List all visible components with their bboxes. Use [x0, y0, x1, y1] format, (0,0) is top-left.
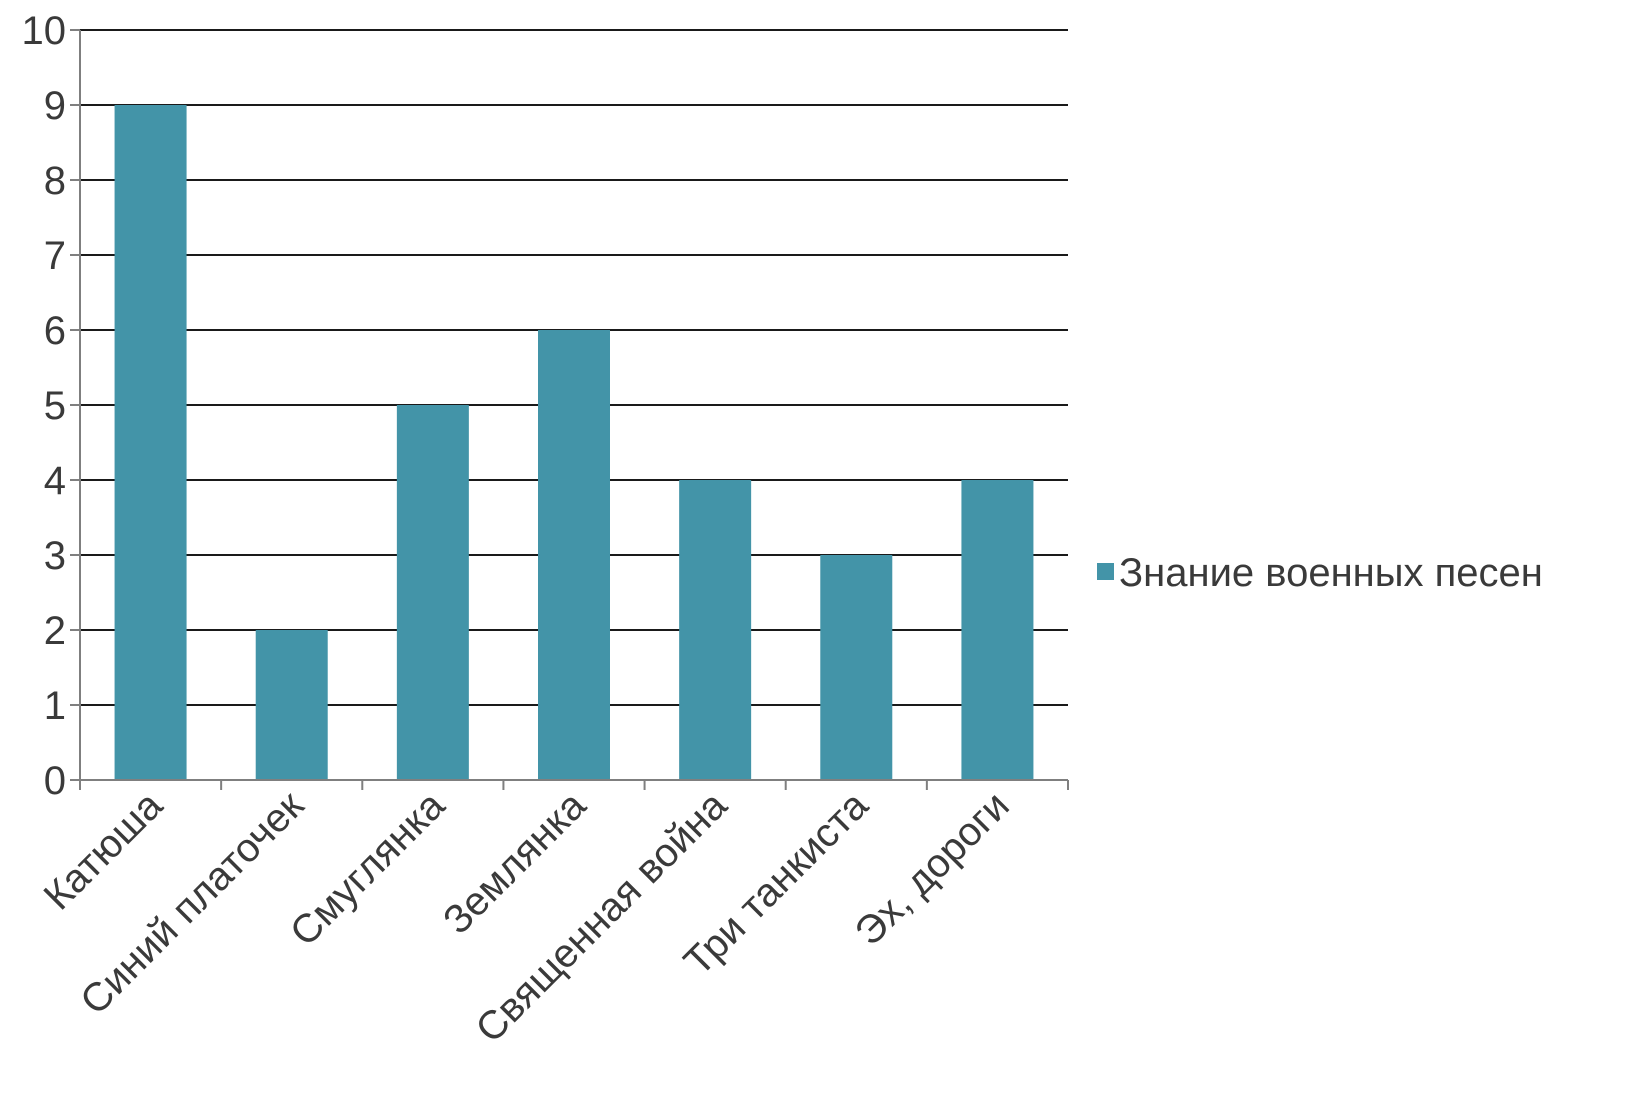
bar	[679, 480, 752, 780]
bar	[820, 555, 893, 780]
y-tick-label: 0	[44, 759, 66, 803]
x-tick-label: Священная война	[468, 783, 737, 1052]
y-tick-label: 5	[44, 384, 66, 428]
bar	[255, 630, 328, 780]
bar	[396, 405, 469, 780]
x-tick-label: Катюша	[36, 783, 172, 919]
y-tick-label: 2	[44, 609, 66, 653]
y-tick-label: 6	[44, 309, 66, 353]
axes	[70, 29, 1069, 790]
y-tick-label: 8	[44, 159, 66, 203]
bars	[114, 105, 1034, 780]
bar	[961, 480, 1034, 780]
x-tick-label: Смуглянка	[282, 783, 454, 955]
bar	[538, 330, 610, 780]
y-tick-label: 3	[44, 534, 66, 578]
legend-label: Знание военных песен	[1119, 551, 1543, 595]
legend: Знание военных песен	[1097, 551, 1543, 595]
y-tick-label: 10	[22, 9, 67, 53]
y-tick-label: 4	[44, 459, 66, 503]
bar	[114, 105, 187, 780]
y-tick-label: 9	[44, 84, 66, 128]
y-tick-labels: 0 1 2 3 4 5 6 7 8 9 10	[22, 9, 67, 803]
y-tick-label: 1	[44, 684, 66, 728]
x-tick-label: Эх, дороги	[847, 783, 1018, 954]
y-tick-label: 7	[44, 234, 66, 278]
legend-swatch	[1097, 563, 1114, 580]
